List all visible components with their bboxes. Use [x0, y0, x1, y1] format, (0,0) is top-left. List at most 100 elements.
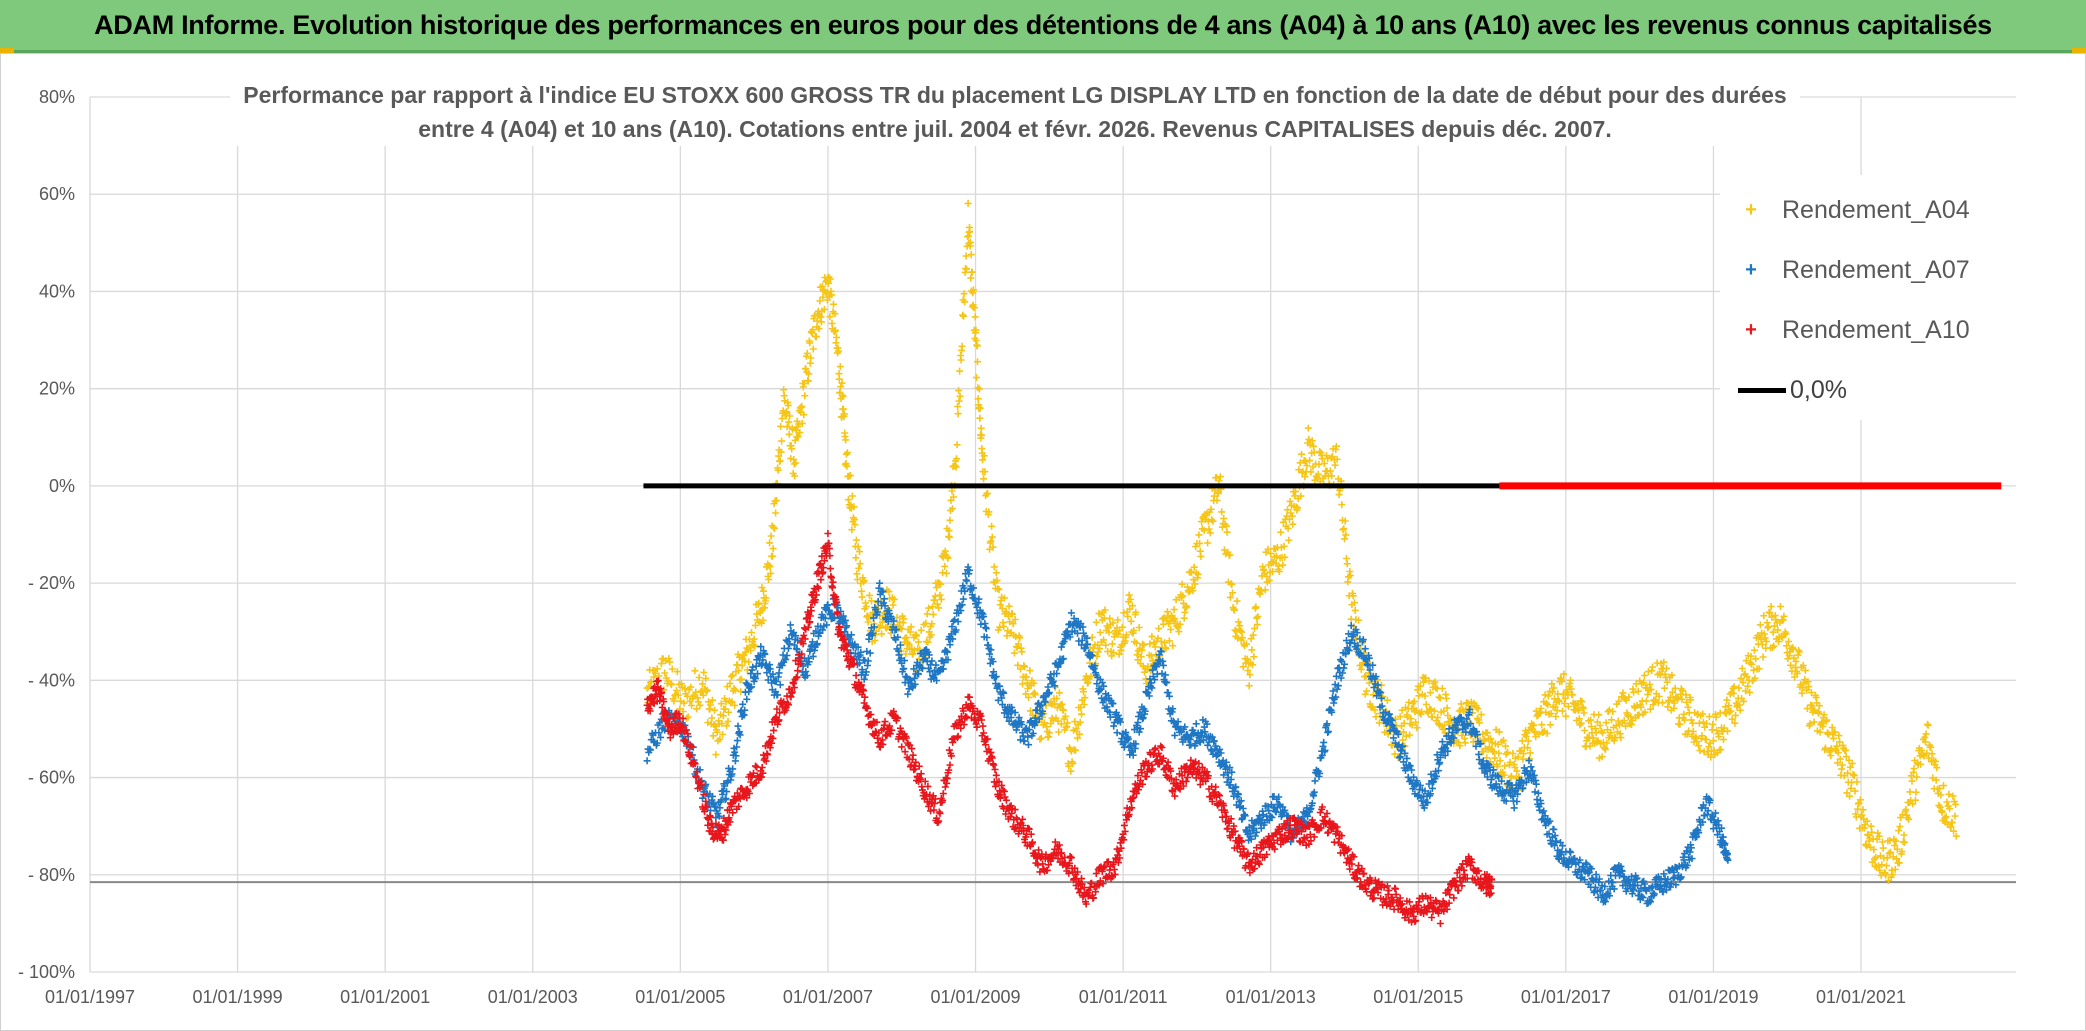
data-point	[1606, 706, 1613, 714]
data-point	[984, 490, 992, 498]
data-point	[923, 610, 931, 618]
data-point	[1693, 738, 1701, 746]
data-point	[1765, 623, 1772, 631]
data-point	[831, 328, 838, 336]
data-point	[1665, 698, 1673, 706]
data-point	[1560, 670, 1568, 678]
data-point	[1859, 806, 1867, 814]
data-point	[1756, 621, 1764, 629]
data-point	[1314, 470, 1322, 478]
data-point	[1547, 710, 1555, 718]
data-point	[1067, 767, 1075, 775]
data-point	[1524, 744, 1532, 752]
data-point	[828, 574, 835, 582]
data-point	[1587, 723, 1595, 730]
data-point	[1239, 663, 1247, 671]
data-point	[1562, 712, 1570, 720]
y-tick-label: - 40%	[28, 670, 75, 690]
data-point	[1702, 736, 1710, 743]
data-point	[1133, 639, 1140, 647]
data-point	[766, 539, 774, 547]
data-point	[1760, 612, 1768, 620]
data-point	[1206, 529, 1214, 537]
data-point	[807, 354, 815, 362]
data-point	[954, 403, 962, 410]
data-point	[805, 370, 813, 378]
data-point	[878, 630, 886, 638]
data-point	[933, 584, 941, 592]
data-point	[1410, 697, 1418, 705]
data-point	[917, 626, 925, 634]
data-point	[1010, 649, 1018, 657]
data-point	[927, 631, 935, 639]
data-point	[1080, 701, 1088, 708]
data-point	[851, 521, 859, 529]
data-point	[1847, 784, 1855, 792]
data-point	[1795, 648, 1803, 656]
data-point	[1822, 744, 1829, 752]
data-point	[1315, 460, 1323, 468]
data-point	[1124, 613, 1132, 621]
data-point	[1306, 441, 1314, 449]
data-point	[1195, 760, 1203, 767]
data-point	[1644, 668, 1652, 676]
data-point	[650, 673, 658, 681]
data-point	[985, 508, 993, 516]
data-point	[719, 731, 727, 738]
data-point	[1908, 777, 1916, 785]
data-point	[990, 761, 998, 769]
data-point	[962, 252, 970, 260]
data-point	[1340, 525, 1348, 533]
data-point	[1561, 694, 1569, 702]
data-point	[1438, 685, 1446, 692]
data-point	[1220, 515, 1228, 522]
data-point	[946, 533, 953, 541]
data-point	[1436, 920, 1444, 927]
data-point	[1676, 720, 1684, 728]
data-point	[1831, 728, 1839, 736]
data-point	[1341, 535, 1348, 543]
data-point	[1109, 619, 1117, 627]
data-point	[1506, 758, 1514, 766]
data-point	[988, 522, 996, 530]
data-point	[843, 462, 851, 470]
data-point	[723, 722, 731, 730]
data-point	[1882, 871, 1890, 879]
data-point	[727, 699, 735, 707]
data-point	[1246, 671, 1254, 679]
data-point	[767, 532, 775, 540]
data-point	[772, 509, 780, 517]
data-point	[1622, 722, 1630, 730]
data-point	[1093, 652, 1101, 660]
data-point	[1628, 890, 1636, 898]
data-point	[1072, 746, 1079, 754]
data-point	[1021, 737, 1028, 745]
data-point	[794, 433, 802, 441]
data-point	[1308, 437, 1316, 445]
data-point	[1620, 717, 1628, 725]
data-point	[802, 365, 810, 373]
data-point	[1687, 696, 1695, 704]
data-point	[1024, 733, 1032, 741]
data-point	[1870, 846, 1878, 853]
data-point	[776, 457, 784, 465]
data-point	[909, 751, 917, 759]
data-point	[801, 392, 809, 400]
data-point	[792, 459, 800, 467]
data-point	[1559, 707, 1566, 715]
data-point	[850, 503, 858, 511]
data-point	[1663, 664, 1670, 672]
y-axis-ticks: 80%60%40%20%0%- 20%- 40%- 60%- 80%- 100%	[18, 87, 75, 982]
data-point	[862, 603, 870, 611]
data-point	[1524, 737, 1532, 745]
data-point	[832, 326, 839, 334]
data-point	[915, 638, 922, 646]
data-point	[789, 425, 797, 433]
data-point	[1100, 636, 1108, 644]
data-point	[1051, 700, 1059, 708]
data-point	[774, 466, 782, 474]
data-point	[956, 392, 964, 400]
data-point	[1137, 653, 1145, 661]
data-point	[1642, 697, 1650, 705]
data-point	[1724, 727, 1731, 735]
